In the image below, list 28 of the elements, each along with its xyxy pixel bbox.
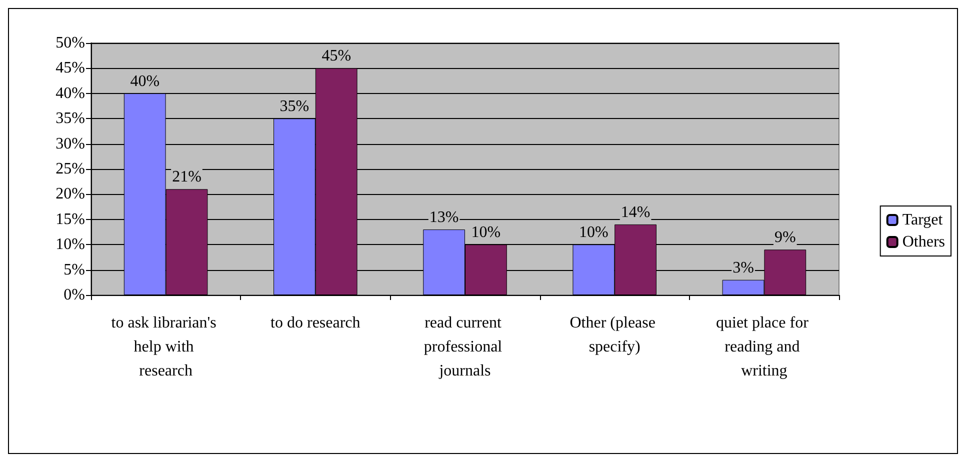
y-tick-label: 10% [56,236,85,254]
data-label: 13% [429,208,459,226]
y-tick-label: 20% [56,186,85,203]
legend-label: Others [902,234,945,250]
x-tick-label: quiet place for reading and writing [716,314,812,380]
data-label: 35% [280,98,310,116]
data-label: 21% [172,168,202,186]
y-tick-label: 30% [56,135,85,152]
data-label: 3% [732,259,754,276]
data-label: 45% [322,48,352,65]
legend-label: Target [902,212,944,228]
y-tick-label: 45% [56,60,85,77]
y-tick-label: 50% [56,34,85,52]
data-label: 10% [578,224,608,242]
x-tick-label: Other (please specify) [570,314,660,356]
data-label: 10% [471,224,501,242]
x-tick-label: to do research [270,314,360,332]
y-tick-label: 15% [56,210,85,228]
data-label: 14% [620,204,650,221]
data-label: 40% [130,72,160,90]
y-tick-label: 25% [56,160,85,178]
y-tick-label: 35% [56,110,85,128]
y-tick-label: 5% [64,261,85,278]
x-tick-label: to ask librarian's help with research [111,314,220,380]
y-tick-label: 40% [56,84,85,102]
y-tick-label: 0% [64,286,85,304]
x-tick-label: read current professional journals [424,314,506,380]
data-label: 9% [774,229,796,246]
